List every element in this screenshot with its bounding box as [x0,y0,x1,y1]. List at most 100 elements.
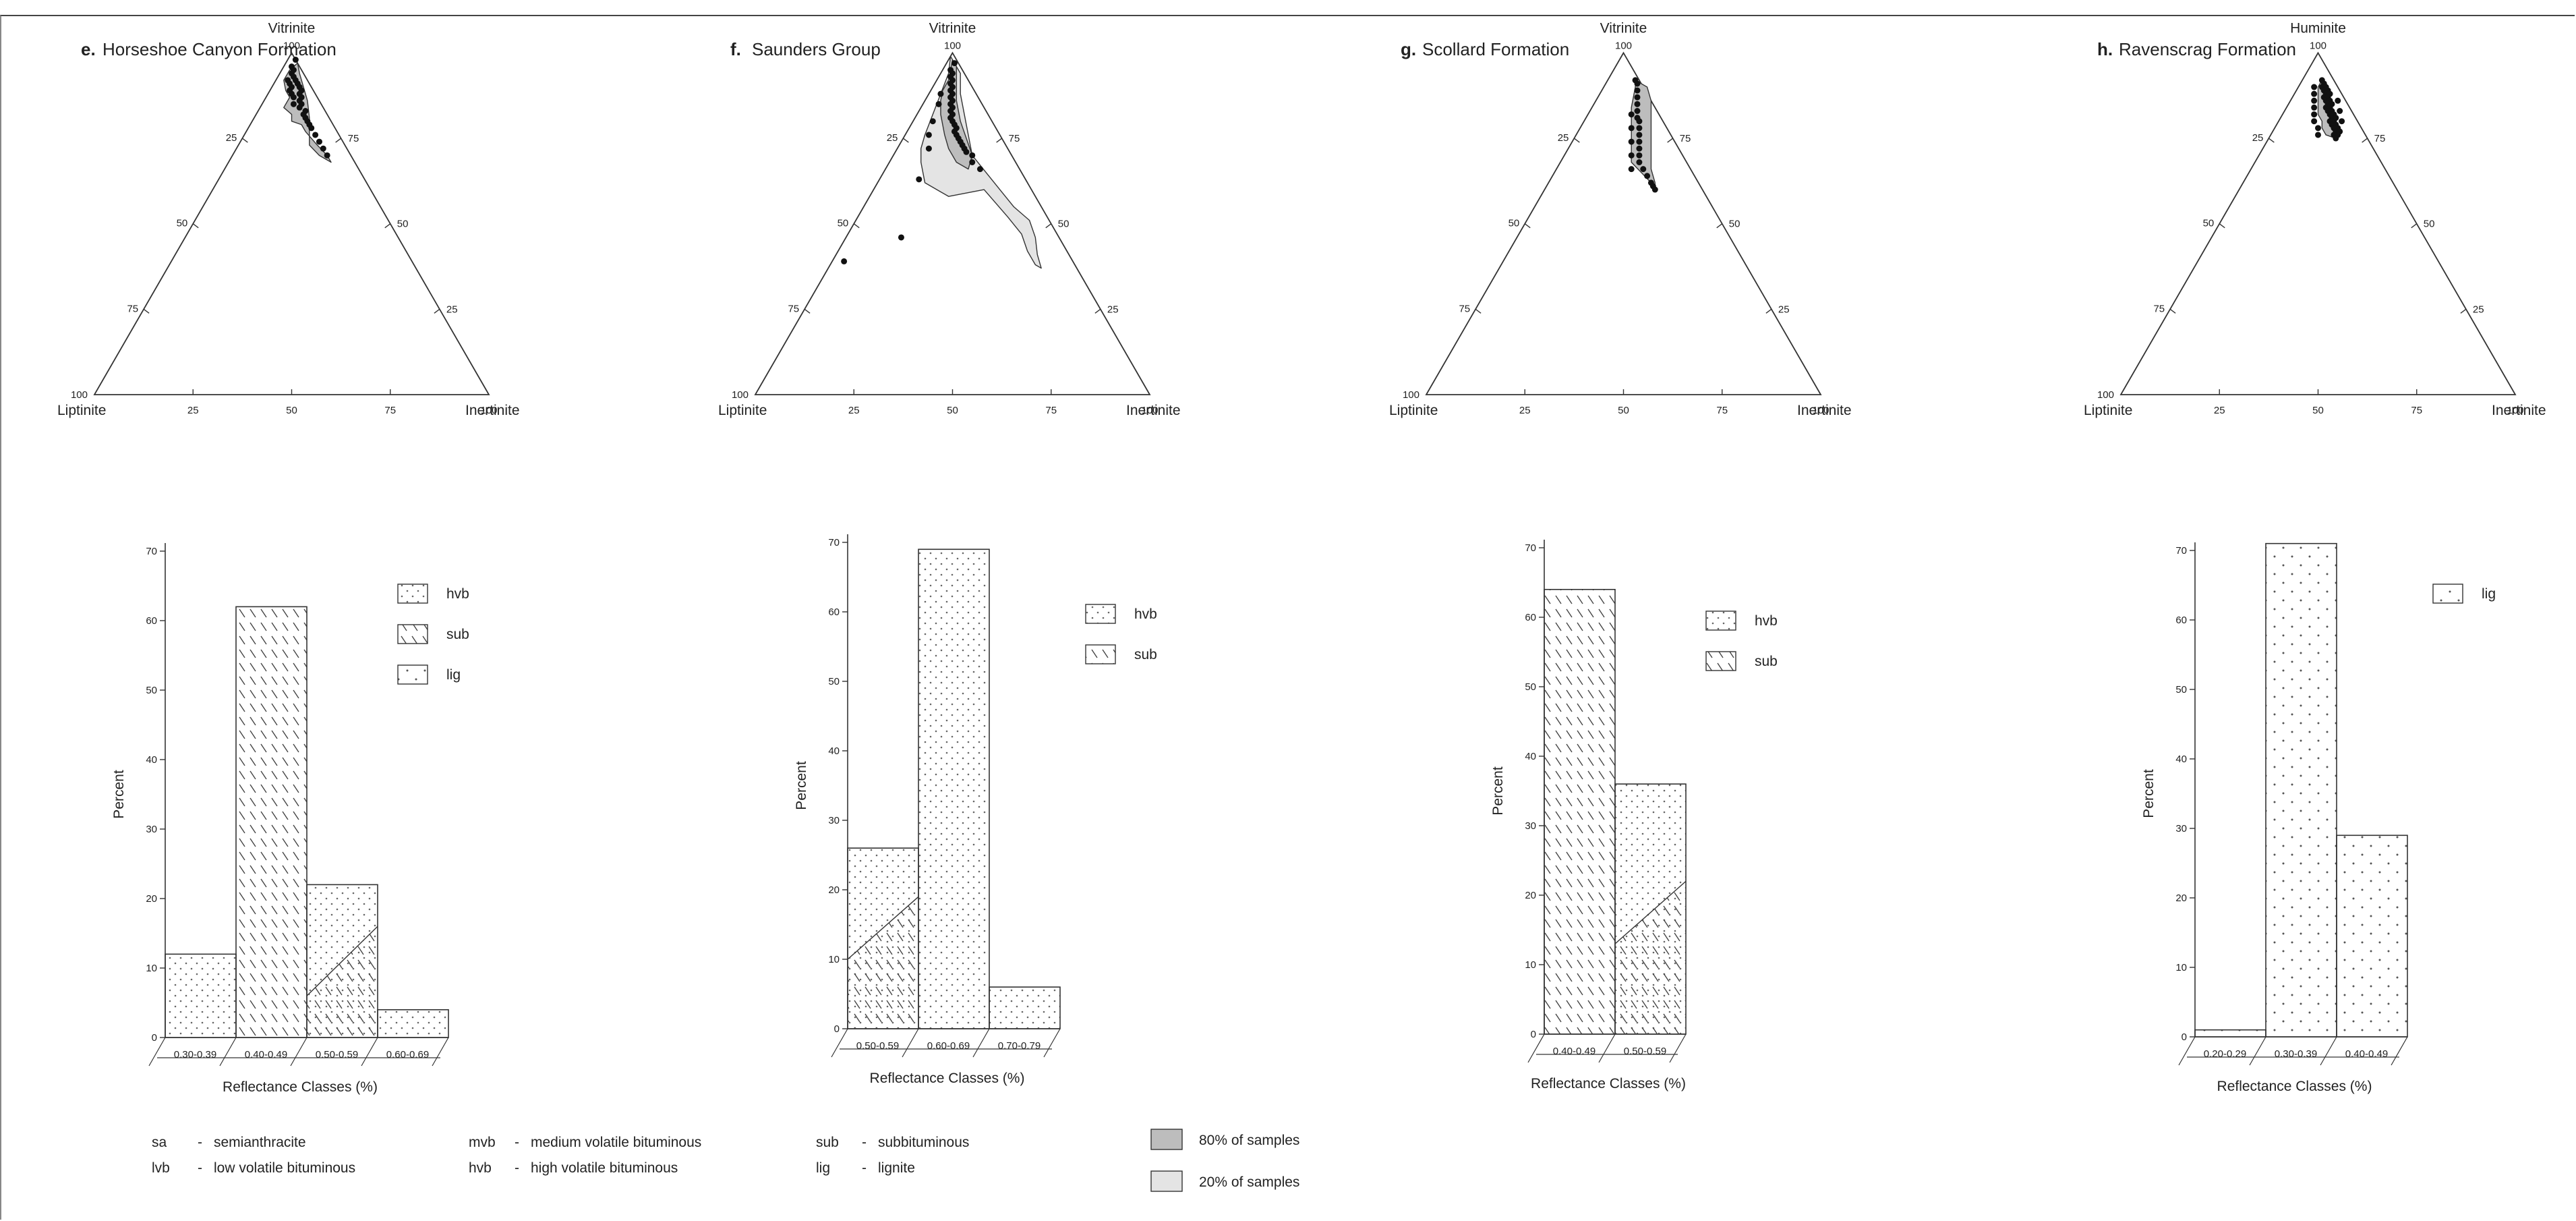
sample-point [2311,84,2318,90]
tick-mark [434,308,440,314]
tick-label: 25 [1778,304,1790,315]
sample-point [1628,111,1635,118]
sample-point [1636,152,1643,159]
y-tick-label: 0 [834,1023,840,1035]
y-tick-label: 30 [1525,820,1536,832]
sample-point [1636,132,1643,138]
tick-label: 100 [1812,405,1829,416]
y-tick-label: 20 [828,884,840,896]
bar-sub-portion [848,897,918,1029]
y-tick-label: 30 [2175,823,2187,834]
sample-point [1628,152,1635,159]
category-divider [831,1028,848,1058]
y-tick-label: 10 [146,963,157,974]
y-tick-label: 70 [2175,545,2187,557]
category-divider [1669,1033,1687,1063]
sample-point [951,60,958,67]
legend-swatch [1705,610,1736,631]
sample-point [976,166,983,173]
tick-label: 100 [71,389,88,401]
sample-point [308,125,315,132]
sample-point [2311,104,2318,111]
category-label: 0.50-0.59 [856,1040,899,1052]
abbreviation-dash: - [862,1160,867,1176]
vertex-top-label: Vitrinite [268,20,316,36]
sample-point [2337,108,2343,115]
x-axis-label: Reflectance Classes (%) [223,1079,378,1095]
y-tick-label: 30 [828,815,840,826]
category-divider [1527,1033,1545,1063]
tick-label: 25 [2473,304,2484,315]
panel-title: Scollard Formation [1422,39,1569,59]
tick-label: 50 [2203,218,2215,229]
tick-label: 100 [944,40,961,51]
sample-point [929,118,936,125]
y-tick-label: 70 [1525,542,1536,554]
tick-label: 50 [1729,219,1740,230]
tick-mark [2268,138,2275,143]
sample-point [2311,97,2318,104]
vertex-right-label: Inertinite [1797,403,1852,418]
y-tick-label: 50 [1525,681,1536,693]
sample-point [1644,173,1651,179]
category-divider [432,1037,449,1067]
legend-swatch [1705,651,1736,671]
bar-sub-portion [307,926,378,1038]
tick-label: 75 [127,303,138,314]
sample-point [316,138,322,145]
envelope-key: 20% of samples [1150,1170,1299,1192]
category-label: 0.40-0.49 [1553,1046,1596,1057]
tick-mark [2460,308,2467,314]
envelope-key: 80% of samples [1150,1129,1299,1150]
category-divider [219,1037,237,1067]
vertex-left-label: Liptinite [718,403,767,418]
bar [1544,588,1616,1035]
sample-point [1634,94,1641,101]
category-divider [148,1037,166,1067]
y-tick-label: 20 [1525,890,1536,901]
tick-label: 75 [2411,405,2422,416]
sample-point [1636,125,1643,132]
sample-point [1636,118,1643,125]
category-label: 0.30-0.39 [2275,1048,2317,1060]
bar-sub-portion [1615,881,1686,1034]
histogram: 0 10 20 30 40 50 60 70 0.30-0.39 0.40-0.49 0.50-0.… [111,543,449,1095]
abbreviation-dash: - [198,1135,202,1150]
sample-point [296,104,303,111]
bar-split-line [1614,880,1687,944]
tick-label: 100 [2097,389,2114,401]
panel-0: e. Horseshoe Canyon Formation Vitrinite Lip… [57,20,520,1095]
legend-swatch [397,624,428,644]
histogram-legend: hvb sub lig [397,584,469,685]
sample-point [2333,135,2339,142]
y-tick-label: 0 [152,1032,157,1044]
envelope-80-percent [940,59,973,170]
y-tick-label: 20 [2175,892,2187,904]
abbreviation: sa [152,1135,167,1150]
sample-point [1636,145,1643,152]
sample-point [2311,90,2318,97]
sample-point [1628,166,1635,173]
sample-point [290,101,297,107]
sample-point [935,101,942,107]
tick-mark [1475,308,1482,314]
sample-point [1628,125,1635,132]
abbreviation-dash: - [515,1135,519,1150]
vertex-top-label: Vitrinite [929,20,976,36]
y-tick-label: 50 [828,676,840,687]
abbreviation: lig [816,1160,830,1176]
y-tick-label: 10 [1525,959,1536,971]
y-axis-label: Percent [2141,769,2157,818]
y-tick-label: 70 [146,546,157,557]
sample-point [969,159,976,165]
tick-mark [2411,223,2418,229]
abbreviation-definition: lignite [878,1160,915,1176]
tick-label: 50 [1058,219,1070,230]
y-tick-label: 30 [146,824,157,835]
tick-mark [2362,138,2368,143]
tick-label: 50 [838,218,849,229]
